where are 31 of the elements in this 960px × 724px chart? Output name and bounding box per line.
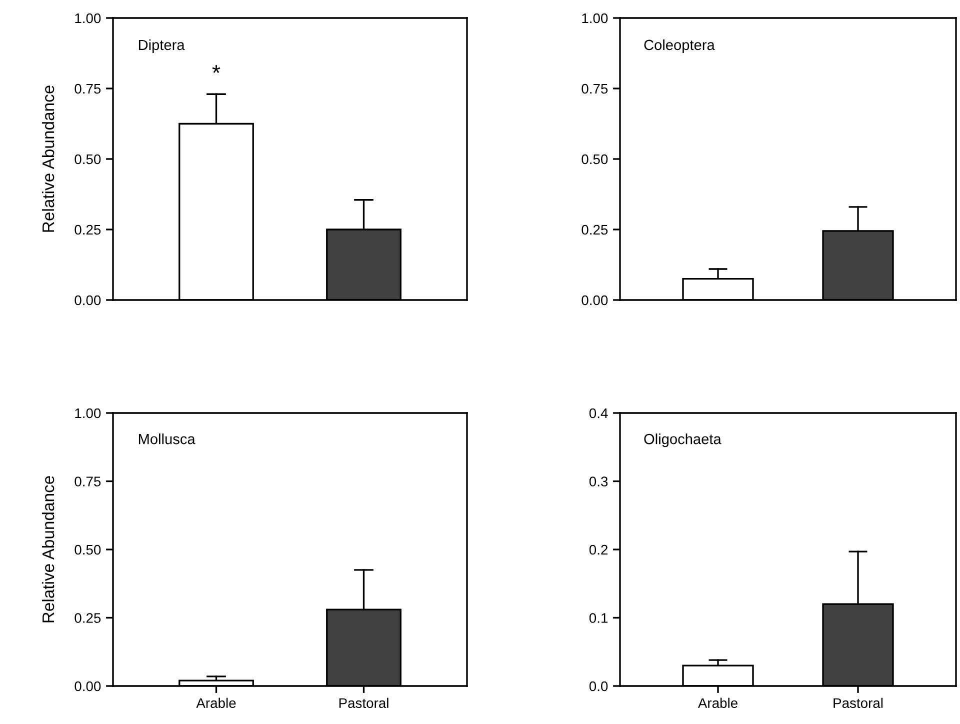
y-tick-label: 0.0 — [589, 681, 608, 692]
x-tick-label: Arable — [698, 698, 738, 708]
y-tick-label: 0.00 — [582, 295, 608, 306]
y-tick-label: 0.25 — [582, 224, 608, 235]
y-axis-title: Relative Abundance — [42, 476, 54, 622]
text: Mollusca — [138, 434, 196, 444]
annotation: * — [212, 65, 220, 73]
y-tick-label: 0.1 — [589, 613, 608, 623]
y-tick-label: 0.00 — [74, 681, 101, 692]
x-tick-label: Pastoral — [339, 698, 388, 708]
x-tick-label: Pastoral — [834, 698, 883, 708]
y-tick-label: 1.00 — [582, 13, 608, 24]
y-tick-label: 0.75 — [74, 476, 101, 486]
y-tick-label: 0.50 — [74, 544, 101, 555]
text: Coleoptera — [644, 39, 715, 53]
y-axis-title: Relative Abundance — [42, 86, 54, 232]
y-tick-label: 0.25 — [74, 224, 101, 235]
text: Diptera — [138, 39, 185, 53]
y-tick-label: 0.00 — [74, 295, 101, 306]
x-tick-label: Arable — [196, 698, 236, 708]
y-tick-label: 0.3 — [589, 476, 608, 486]
y-tick-label: 0.2 — [589, 544, 608, 555]
y-tick-label: 0.50 — [74, 154, 101, 164]
y-tick-label: 0.75 — [74, 84, 101, 94]
y-tick-label: 0.75 — [582, 84, 608, 94]
y-tick-label: 1.00 — [75, 13, 101, 24]
y-tick-label: 1.00 — [75, 408, 101, 418]
y-tick-label: 0.4 — [589, 408, 608, 418]
text: Oligochaeta — [644, 434, 722, 448]
y-tick-label: 0.25 — [74, 613, 101, 623]
y-tick-label: 0.50 — [582, 154, 608, 164]
